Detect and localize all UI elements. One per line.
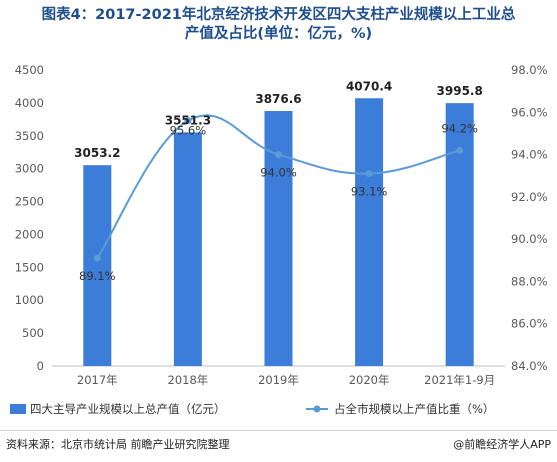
y-right-tick-label: 84.0% xyxy=(511,359,548,373)
line-value-label: 94.2% xyxy=(441,121,478,135)
data-labels: 3053.2 3551.3 3876.6 4070.4 3995.8 89.1% 95.6%… xyxy=(74,79,483,283)
footer: 资料来源：北京市统计局 前瞻产业研究院整理 @前瞻经济学人APP xyxy=(6,436,551,456)
line-point xyxy=(365,170,373,178)
brand-credit: @前瞻经济学人APP xyxy=(453,438,551,451)
y-left-tick-label: 4500 xyxy=(15,63,44,77)
line-point xyxy=(184,117,192,125)
y-left-tick-label: 2000 xyxy=(15,227,44,241)
line-value-label: 89.1% xyxy=(79,269,116,283)
x-tick-label: 2017年 xyxy=(77,373,118,387)
line-value-label: 95.6% xyxy=(170,124,207,138)
y-right-tick-label: 94.0% xyxy=(511,148,548,162)
legend-line-label: 占全市规模以上产值比重（%） xyxy=(334,402,494,416)
bar-value-label: 3876.6 xyxy=(255,92,301,106)
chart-title-line2: 产值及占比(单位：亿元，%) xyxy=(184,26,373,42)
bar xyxy=(445,103,474,366)
footer-divider xyxy=(0,430,557,431)
line-point xyxy=(275,151,282,159)
y-right-tick-label: 86.0% xyxy=(511,317,548,331)
bar-value-label: 3551.3 xyxy=(165,113,211,127)
bar xyxy=(173,132,202,366)
x-tick-label: 2020年 xyxy=(349,373,390,387)
y-right-tick-label: 98.0% xyxy=(511,63,548,77)
bar-value-label: 3995.8 xyxy=(437,84,483,98)
line-path xyxy=(96,114,460,259)
bar-series xyxy=(83,98,474,367)
y-right-tick-label: 96.0% xyxy=(511,105,548,119)
chart-title-line1: 图表4：2017-2021年北京经济技术开发区四大支柱产业规模以上工业总 xyxy=(41,7,516,23)
line-value-label: 93.1% xyxy=(351,185,388,199)
bar xyxy=(264,111,293,367)
y-right-tick-label: 88.0% xyxy=(511,274,548,288)
source-note: 资料来源：北京市统计局 前瞻产业研究院整理 xyxy=(6,438,230,451)
y-right-tick-label: 90.0% xyxy=(511,232,548,246)
bar xyxy=(355,98,384,367)
y-left-tick-label: 3000 xyxy=(15,162,44,176)
bar xyxy=(83,165,112,366)
y-left-tick-label: 1000 xyxy=(15,293,44,307)
y-left-tick-label: 0 xyxy=(37,359,44,373)
chart-title: 图表4：2017-2021年北京经济技术开发区四大支柱产业规模以上工业总 产值及… xyxy=(0,6,557,44)
line-point xyxy=(456,146,464,154)
y-left-tick-label: 3500 xyxy=(15,129,44,143)
y-left-tick-label: 4000 xyxy=(15,96,44,110)
axes: 0 500 1000 1500 2000 2500 3000 3500 4000 4500 84.0… xyxy=(15,63,548,387)
line-series xyxy=(93,114,464,262)
legend-bar-swatch xyxy=(10,404,26,414)
x-tick-label: 2018年 xyxy=(168,373,209,387)
y-right-tick-label: 92.0% xyxy=(511,190,548,204)
bar-value-label: 4070.4 xyxy=(346,79,392,93)
x-tick-label: 2021年1-9月 xyxy=(424,373,495,387)
y-left-tick-label: 1500 xyxy=(15,260,44,274)
legend-line-marker xyxy=(313,405,321,413)
line-value-label: 94.0% xyxy=(260,166,297,180)
y-left-tick-label: 2500 xyxy=(15,195,44,209)
combo-chart: 0 500 1000 1500 2000 2500 3000 3500 4000 4500 84.0… xyxy=(10,63,548,416)
legend: 四大主导产业规模以上总产值（亿元） 占全市规模以上产值比重（%） xyxy=(10,402,494,416)
line-point xyxy=(93,254,101,262)
legend-bar-label: 四大主导产业规模以上总产值（亿元） xyxy=(30,402,226,416)
bar-value-label: 3053.2 xyxy=(74,146,120,160)
x-tick-label: 2019年 xyxy=(258,373,299,387)
y-left-tick-label: 500 xyxy=(22,326,44,340)
